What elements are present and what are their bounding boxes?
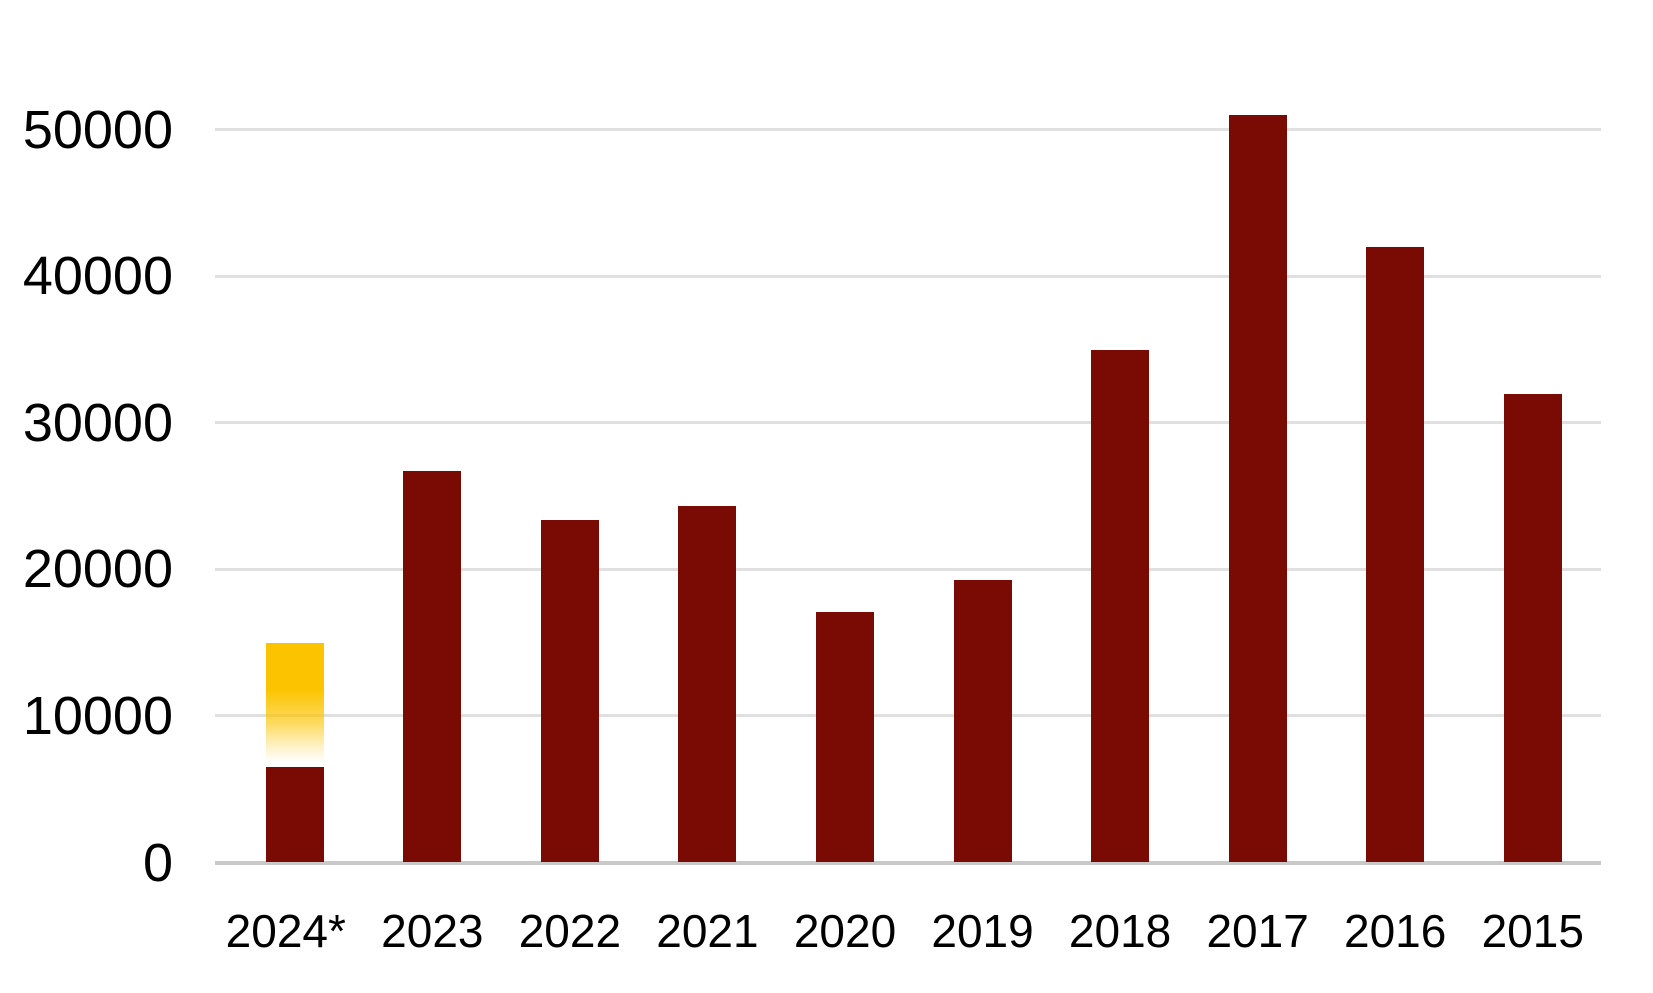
bar-2024-actual-segment (265, 767, 324, 862)
bar-2024 (265, 642, 324, 862)
x-tick-label-2022: 2022 (518, 905, 622, 957)
bar-2022 (540, 519, 599, 862)
x-tick-label-2019: 2019 (931, 905, 1034, 957)
y-tick-label-30000: 30000 (22, 392, 173, 453)
y-tick-label-20000: 20000 (22, 539, 173, 600)
bar-2021 (678, 506, 737, 862)
bar-2023 (403, 471, 462, 862)
gridline-20000 (215, 567, 1601, 571)
x-tick-label-2015: 2015 (1481, 905, 1584, 957)
y-tick-label-10000: 10000 (22, 685, 173, 746)
bar-2017 (1228, 115, 1287, 862)
y-tick-label-0: 0 (142, 832, 173, 893)
x-tick-label-2016: 2016 (1344, 905, 1447, 957)
x-tick-label-2023: 2023 (381, 905, 484, 957)
x-axis-line (215, 860, 1601, 865)
y-tick-label-40000: 40000 (22, 246, 173, 307)
x-tick-label-2017: 2017 (1206, 905, 1309, 957)
gridline-40000 (215, 274, 1601, 278)
bar-2020 (816, 611, 874, 862)
x-tick-label-2024: 2024* (225, 905, 346, 957)
gridline-50000 (215, 128, 1601, 132)
x-tick-label-2021: 2021 (656, 905, 759, 957)
bar-2016 (1366, 246, 1425, 862)
x-tick-label-2018: 2018 (1068, 905, 1172, 957)
y-tick-label-50000: 50000 (22, 99, 173, 160)
bar-2019 (953, 579, 1012, 862)
bar-2015 (1503, 393, 1562, 862)
bar-2024-forecast-segment (265, 642, 324, 766)
gridline-10000 (215, 714, 1601, 718)
x-tick-label-2020: 2020 (793, 905, 897, 957)
gridline-30000 (215, 421, 1601, 425)
bar-2018 (1091, 349, 1150, 862)
